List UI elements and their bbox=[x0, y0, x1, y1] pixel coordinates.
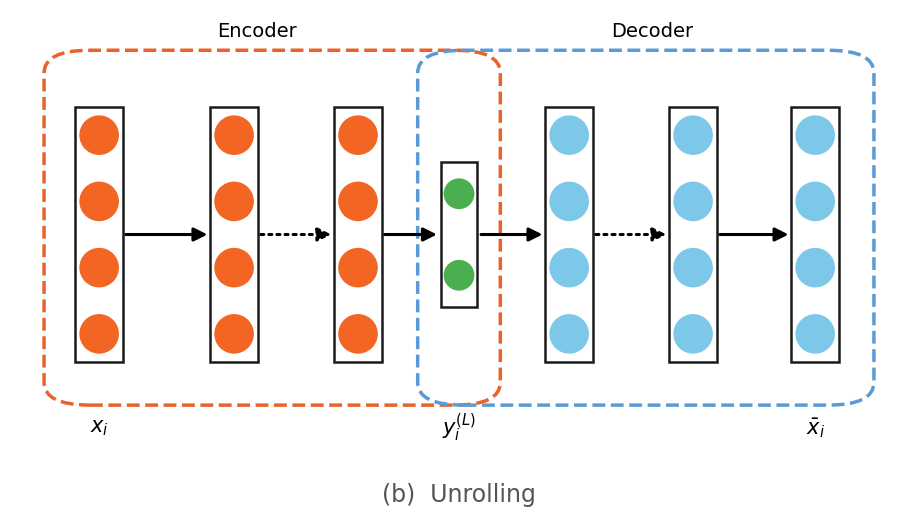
Ellipse shape bbox=[796, 183, 834, 220]
Ellipse shape bbox=[674, 116, 712, 154]
Ellipse shape bbox=[80, 315, 118, 353]
Ellipse shape bbox=[339, 116, 377, 154]
Ellipse shape bbox=[80, 183, 118, 220]
Text: $y_i^{(L)}$: $y_i^{(L)}$ bbox=[442, 412, 476, 444]
Text: Decoder: Decoder bbox=[610, 22, 693, 41]
Bar bbox=[545, 107, 593, 362]
Ellipse shape bbox=[674, 183, 712, 220]
Text: Encoder: Encoder bbox=[218, 22, 297, 41]
Ellipse shape bbox=[550, 249, 588, 287]
Ellipse shape bbox=[215, 116, 253, 154]
Ellipse shape bbox=[444, 261, 474, 290]
Text: $\bar{x}_i$: $\bar{x}_i$ bbox=[806, 416, 824, 440]
Bar bbox=[791, 107, 839, 362]
Text: $x_i$: $x_i$ bbox=[90, 418, 108, 438]
Ellipse shape bbox=[674, 315, 712, 353]
Ellipse shape bbox=[339, 315, 377, 353]
Bar bbox=[210, 107, 258, 362]
Ellipse shape bbox=[796, 315, 834, 353]
Bar bbox=[334, 107, 382, 362]
Ellipse shape bbox=[550, 116, 588, 154]
Ellipse shape bbox=[550, 183, 588, 220]
Bar bbox=[441, 162, 477, 307]
Text: (b)  Unrolling: (b) Unrolling bbox=[382, 483, 536, 507]
Ellipse shape bbox=[80, 249, 118, 287]
Ellipse shape bbox=[550, 315, 588, 353]
Ellipse shape bbox=[796, 249, 834, 287]
Ellipse shape bbox=[215, 183, 253, 220]
Bar bbox=[669, 107, 717, 362]
Bar bbox=[75, 107, 123, 362]
Ellipse shape bbox=[339, 183, 377, 220]
Ellipse shape bbox=[339, 249, 377, 287]
Ellipse shape bbox=[796, 116, 834, 154]
Ellipse shape bbox=[80, 116, 118, 154]
Ellipse shape bbox=[444, 179, 474, 208]
Ellipse shape bbox=[215, 315, 253, 353]
Ellipse shape bbox=[674, 249, 712, 287]
Ellipse shape bbox=[215, 249, 253, 287]
